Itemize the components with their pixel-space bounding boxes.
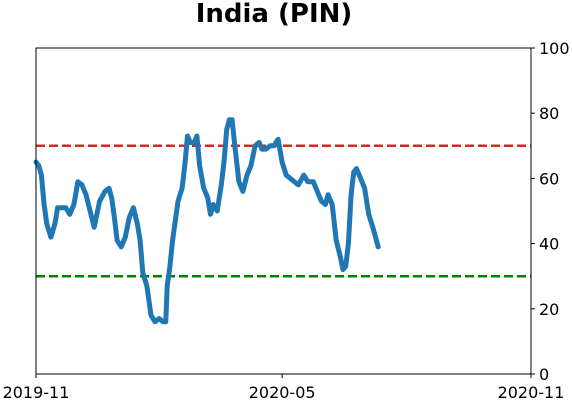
x-axis-ticks: 2019-11 2020-05 2020-11 — [3, 374, 565, 402]
y-tick-label: 60 — [539, 169, 559, 188]
series-line-0 — [33, 117, 381, 325]
x-tick-label: 2020-11 — [498, 383, 565, 402]
y-tick-label: 0 — [539, 365, 549, 384]
y-tick-label: 100 — [539, 39, 570, 58]
y-tick-label: 40 — [539, 235, 559, 254]
y-tick-label: 20 — [539, 300, 559, 319]
series-group — [33, 117, 381, 325]
plot-frame — [35, 47, 532, 375]
y-tick-label: 80 — [539, 104, 559, 123]
chart-title: India (PIN) — [196, 0, 353, 29]
y-axis-ticks: 0 20 40 60 80 100 — [531, 39, 570, 384]
reference-lines — [36, 144, 531, 278]
x-tick-label: 2020-05 — [249, 383, 316, 402]
x-tick-label: 2019-11 — [3, 383, 70, 402]
